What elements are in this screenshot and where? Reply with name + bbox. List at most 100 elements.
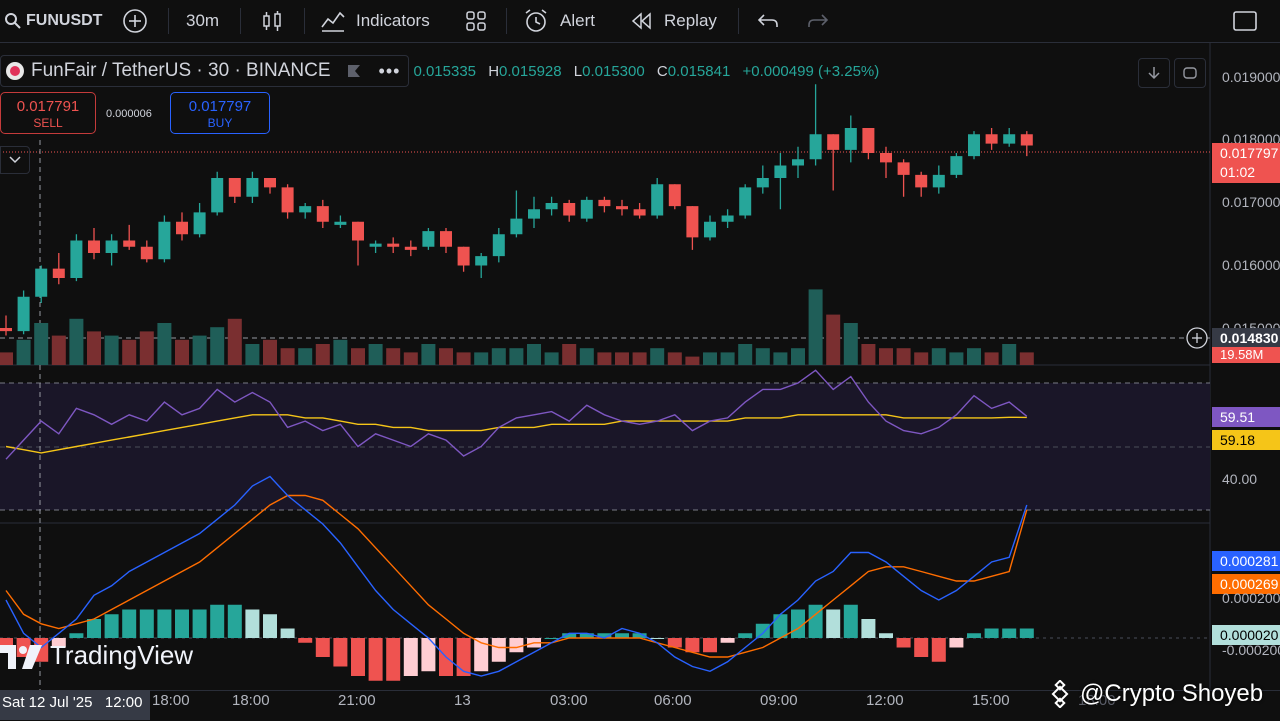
chart-type-button[interactable] [260,0,284,42]
symbol-legend: FunFair / TetherUS · 30 · BINANCE ••• 0.… [0,55,880,87]
candle-body [528,209,540,219]
histogram-value-tag: 0.000020 [1212,625,1280,645]
alert-button[interactable]: Alert [522,0,595,42]
rsi-line [5,369,1028,460]
volume-bar [210,327,225,365]
candle-body [88,240,100,253]
indicators-button[interactable]: Indicators [320,0,430,42]
candle-body [70,240,83,278]
time-tick: 18:00 [152,692,190,709]
volume-bar [157,323,172,365]
candle-body [950,156,963,175]
toolbar-divider [240,8,241,34]
volume-bar [615,352,629,365]
macd-histogram-bar [720,638,735,643]
candle-body [580,199,593,219]
macd-histogram-bar [263,614,277,638]
macd-histogram-bar [879,633,893,638]
macd-histogram-bar [456,638,471,676]
high-key: H [488,62,500,80]
macd-histogram-bar [843,604,858,638]
volume-bar [879,348,893,365]
buy-button[interactable]: 0.017797 BUY [170,92,270,134]
candle-body [404,246,417,250]
volume-bar [421,344,436,365]
macd-histogram-bar [967,633,981,638]
volume-bar [351,348,365,365]
volume-bar [122,339,137,365]
candle-body [1003,134,1016,144]
candle-body [844,128,857,150]
candle-body [475,256,488,266]
rewind-icon [631,12,651,30]
volume-bar [34,323,49,365]
interval-button[interactable]: 30m [186,11,220,30]
change-value: +0.000499 (+3.25%) [742,62,880,80]
layouts-button[interactable] [464,0,488,42]
candle-body [264,178,276,188]
rsi-ma-line [5,414,1027,454]
symbol-search-button[interactable]: FUNUSDT [4,0,106,42]
macd-histogram-bar [562,633,577,638]
time-tick: 15:00 [972,692,1010,709]
volume-bar [861,344,876,365]
volume-bar [843,323,858,365]
candle-body [123,240,136,247]
replay-button[interactable]: Replay [630,0,717,42]
rsi-ma-value-tag: 59.18 [1212,430,1280,450]
volume-bar [703,352,717,365]
download-button[interactable] [1138,58,1170,88]
more-dots-icon[interactable]: ••• [378,60,401,81]
volume-bar [509,348,524,365]
candle-body [457,246,470,266]
time-tick: 12:00 [866,692,904,709]
volume-bar [227,318,242,365]
binance-logo-icon [1051,680,1069,708]
macd-histogram-bar [861,619,876,638]
macd-histogram-bar [949,638,964,648]
volume-bar [139,331,154,365]
time-tick: 09:00 [760,692,798,709]
redo-button[interactable] [806,0,830,42]
volume-bar [1019,352,1034,365]
search-icon [5,13,21,29]
candle-body [369,243,382,247]
volume-bar [720,352,735,365]
sell-button[interactable]: 0.017791 SELL [0,92,96,134]
volume-bar [245,344,260,365]
fullscreen-button[interactable] [1232,0,1258,42]
candle-body [158,221,171,260]
macd-lines [0,475,1034,681]
tradingview-watermark: TradingView [0,640,193,671]
symbol-title-box[interactable]: FunFair / TetherUS · 30 · BINANCE ••• [0,55,410,87]
macd-histogram-bar [685,638,700,653]
macd-histogram-bar [51,638,66,648]
time-tick: 03:00 [550,692,588,709]
candle-body [633,209,646,216]
volume-bar [685,356,700,365]
volume-bar [544,352,559,365]
volume-tag: 19.58M [1212,347,1280,363]
toolbar-divider [738,8,739,34]
macd-histogram-bar [667,638,682,648]
candle-body [246,178,259,197]
macd-line [5,475,1028,677]
window-icon [1233,11,1257,31]
top-toolbar: FUNUSDT 30m Indicators Alert Replay [0,0,1280,43]
refresh-button[interactable] [1174,58,1206,88]
macd-histogram-bar [298,638,313,643]
macd-histogram-bar [896,638,911,648]
indicators-label: Indicators [356,11,430,30]
volume-bar [967,348,981,365]
macd-histogram-bar [368,638,383,681]
candle-body [721,215,734,222]
collapse-legend-button[interactable] [0,146,30,174]
volume-bars [0,289,1034,365]
undo-button[interactable] [756,0,780,42]
volume-bar [562,344,577,365]
volume-bar [263,339,277,365]
macd-histogram-bar [210,604,225,638]
compare-button[interactable] [122,0,148,42]
flag-icon[interactable] [345,62,365,80]
